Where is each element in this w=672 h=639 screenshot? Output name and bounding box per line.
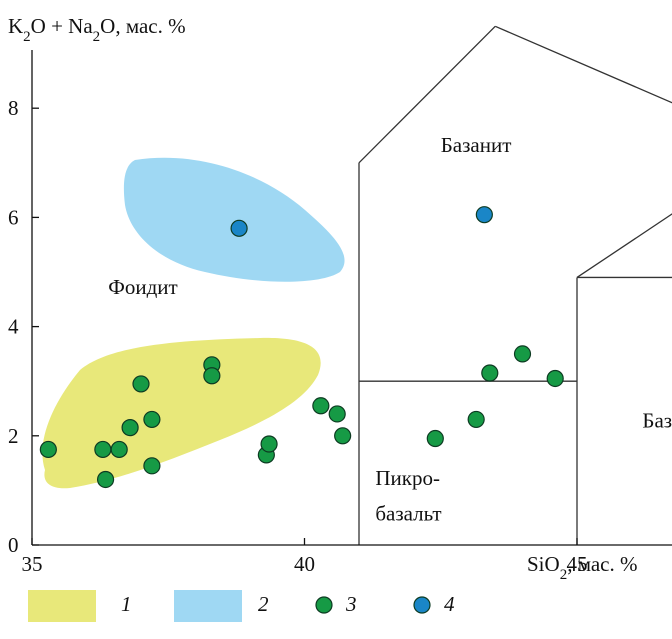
point-series-3 [328, 405, 346, 423]
point-series-3 [39, 440, 57, 459]
region-1-field [42, 337, 321, 489]
point-series-3 [426, 429, 444, 448]
point-series-3 [143, 457, 161, 475]
y-tick-label: 2 [8, 424, 19, 448]
region-2-field [123, 157, 345, 282]
y-tick-label: 0 [8, 533, 19, 557]
legend-marker-3 [315, 596, 333, 614]
point-series-3 [513, 345, 532, 363]
field-labels: БазанитТрахибазальтФоидитБазальтПикро-ба… [108, 133, 672, 526]
legend-label-4: 4 [444, 592, 455, 616]
point-series-3 [96, 470, 115, 489]
field-label: Фоидит [108, 275, 177, 299]
y-tick-label: 6 [8, 205, 19, 229]
field-boundary [576, 213, 672, 279]
legend-swatch-2 [174, 590, 242, 622]
y-tick-label: 4 [8, 315, 19, 339]
y-tick-label: 8 [8, 96, 19, 120]
point-series-3 [334, 427, 352, 445]
point-series-3 [143, 410, 161, 429]
classification-fields [358, 25, 672, 545]
regions-layer [42, 157, 345, 489]
point-series-3 [110, 440, 128, 459]
point-series-4 [475, 206, 493, 224]
point-series-3 [94, 440, 112, 459]
field-label: Пикро- [375, 466, 440, 490]
point-series-3 [132, 375, 150, 393]
point-series-3 [467, 410, 485, 429]
point-series-3 [260, 435, 278, 453]
legend-label-2: 2 [258, 592, 269, 616]
legend-swatch-1 [28, 590, 96, 622]
legend-label-1: 1 [121, 592, 132, 616]
point-series-4 [230, 219, 248, 237]
point-series-3 [121, 419, 139, 437]
legend: 1 2 3 4 [28, 590, 455, 622]
point-series-3 [546, 369, 564, 388]
field-label: базальт [375, 501, 441, 525]
x-tick-label: 45 [567, 552, 588, 576]
x-tick-label: 35 [22, 552, 43, 576]
point-series-3 [312, 397, 330, 415]
tick-labels: 0246835404550 [8, 96, 588, 576]
field-label: Базанит [441, 133, 512, 157]
legend-marker-4 [413, 596, 431, 614]
field-boundary [494, 25, 672, 104]
legend-label-3: 3 [345, 592, 357, 616]
field-boundary [358, 25, 496, 164]
point-series-3 [203, 367, 221, 385]
axes [31, 50, 672, 546]
y-axis-label: K2O + Na2O, мас. % [8, 14, 186, 45]
point-series-3 [481, 364, 499, 382]
data-points [39, 206, 564, 489]
x-tick-label: 40 [294, 552, 315, 576]
x-axis-label: SiO2, мас. % [527, 552, 637, 583]
field-label: Базальт [642, 409, 672, 433]
